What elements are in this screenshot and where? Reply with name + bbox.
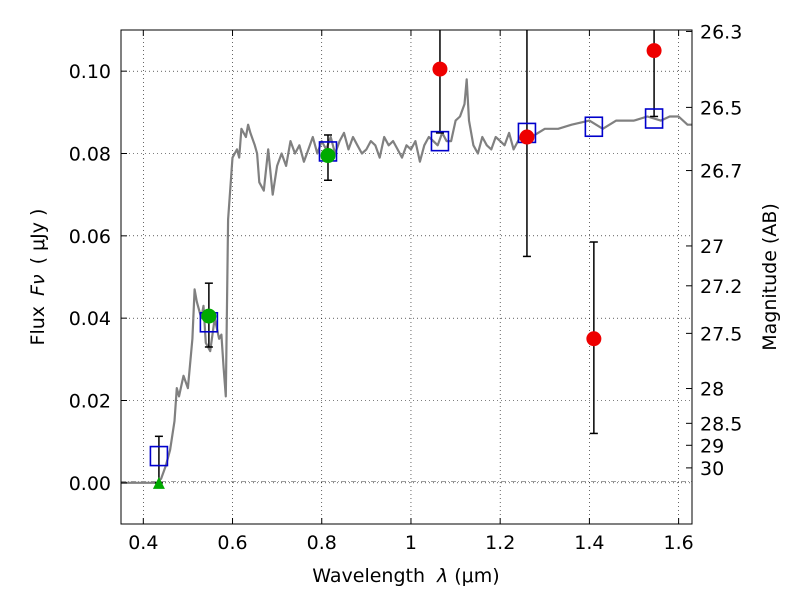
non-detection-triangle	[152, 476, 165, 489]
magnitude-tick-label: 26.7	[700, 161, 742, 183]
x-tick-label: 1.6	[664, 532, 694, 554]
grid	[121, 30, 692, 524]
magnitude-tick-label: 27.2	[700, 276, 742, 298]
magnitude-tick-label: 26.3	[700, 21, 742, 43]
magnitude-tick-label: 28	[700, 379, 724, 401]
magnitude-tick-label: 30	[700, 458, 724, 480]
photometry-points	[152, 43, 662, 489]
sed-line	[121, 78, 692, 484]
y-axis-ticks: 0.00 0.02 0.04 0.06 0.08 0.10	[69, 61, 127, 495]
x-tick-label: 1	[405, 532, 417, 554]
x-tick-label: 1.4	[574, 532, 604, 554]
y-axis-title-symbol: Fν	[27, 274, 49, 296]
x-tick-label: 1.2	[485, 532, 515, 554]
red-point	[646, 43, 662, 59]
model-square	[644, 108, 664, 129]
error-bars	[154, 30, 659, 484]
y-tick-label: 0.04	[69, 308, 111, 330]
x-tick-label: 0.4	[128, 532, 158, 554]
detection-point	[201, 308, 217, 324]
magnitude-tick-label: 26.5	[700, 97, 742, 119]
model-square	[584, 116, 604, 138]
x-axis-title-symbol: λ	[436, 565, 448, 587]
model-square	[430, 130, 450, 152]
detection-point	[320, 148, 336, 164]
y-axis-title: Flux Fν ( μJy )	[27, 209, 49, 346]
x-axis-ticks: 0.4 0.6 0.8 1 1.2 1.4 1.6	[128, 30, 694, 554]
magnitude-tick-label: 28.5	[700, 413, 742, 435]
y-tick-label: 0.10	[69, 61, 111, 83]
x-tick-label: 0.6	[217, 532, 247, 554]
magnitude-axis-title: Magnitude (AB)	[759, 203, 781, 351]
y-axis-title-text: Flux	[27, 306, 49, 346]
red-point	[519, 129, 535, 145]
x-axis-title-unit: (μm)	[454, 565, 499, 587]
red-point	[432, 61, 448, 77]
plot-frame	[120, 29, 693, 525]
model-square	[149, 445, 169, 467]
x-axis-title: Wavelength λ (μm)	[312, 565, 499, 587]
y-tick-label: 0.02	[69, 391, 111, 413]
y-tick-label: 0.06	[69, 226, 111, 248]
red-point	[586, 331, 602, 347]
x-tick-label: 0.8	[307, 532, 337, 554]
magnitude-tick-label: 27.5	[700, 323, 742, 345]
magnitude-tick-label: 29	[700, 435, 724, 457]
sed-model-curve	[121, 78, 692, 484]
magnitude-tick-label: 27	[700, 236, 724, 258]
y-tick-label: 0.00	[69, 473, 111, 495]
x-axis-title-text: Wavelength	[312, 565, 425, 587]
y-axis-title-unit: ( μJy )	[27, 209, 49, 265]
y-tick-label: 0.08	[69, 144, 111, 166]
